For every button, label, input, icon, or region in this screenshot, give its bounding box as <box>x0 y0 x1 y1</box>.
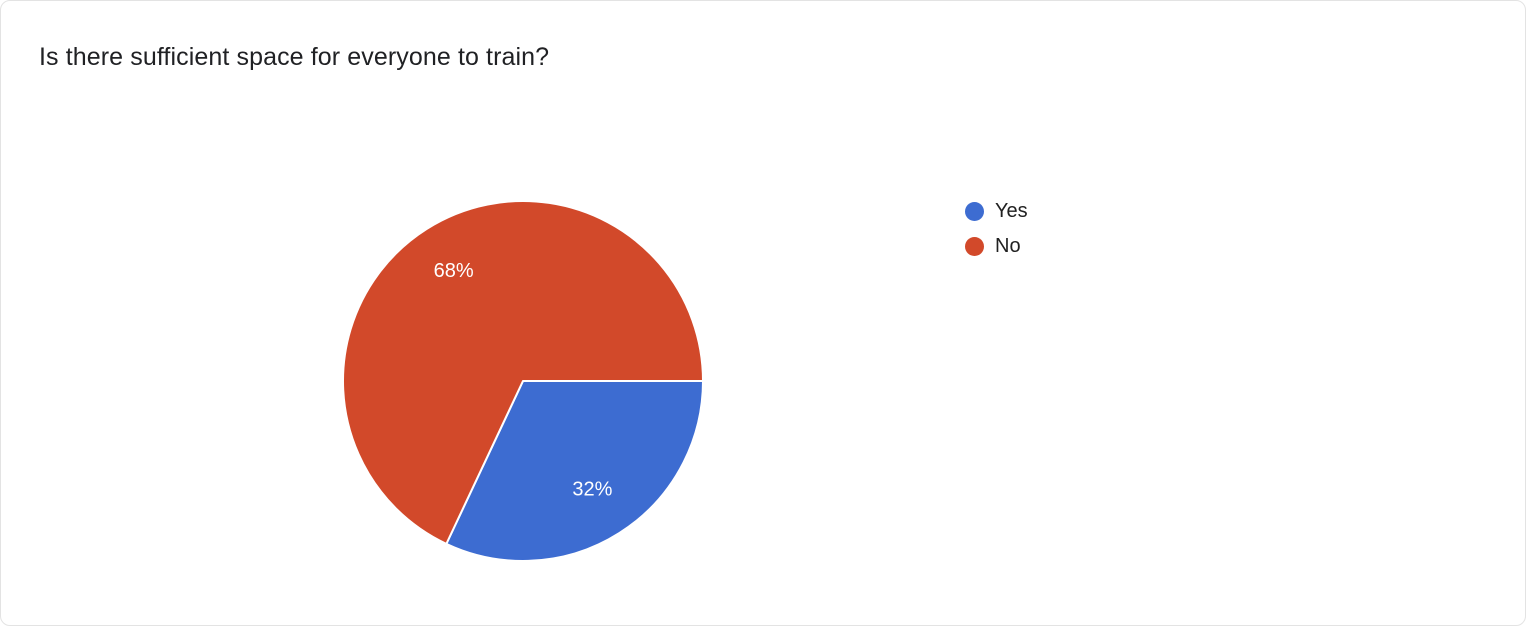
legend-item-yes: Yes <box>965 201 1028 221</box>
pie-slice-yes[interactable] <box>445 380 704 562</box>
legend-item-no: No <box>965 236 1028 256</box>
legend-swatch-yes <box>965 201 984 221</box>
pie-slice-no[interactable] <box>342 200 704 545</box>
chart-legend: Yes No <box>965 201 1028 256</box>
pie-slice-label-yes: 32% <box>572 479 612 501</box>
page-title: Is there sufficient space for everyone t… <box>39 43 550 71</box>
pie-slice-label-no: 68% <box>434 260 474 282</box>
legend-label: No <box>995 235 1021 257</box>
legend-swatch-no <box>965 236 984 256</box>
pie-chart: 32% 68% <box>323 181 723 581</box>
pie-chart-svg: 32% 68% <box>342 200 704 562</box>
legend-label: Yes <box>995 200 1028 222</box>
